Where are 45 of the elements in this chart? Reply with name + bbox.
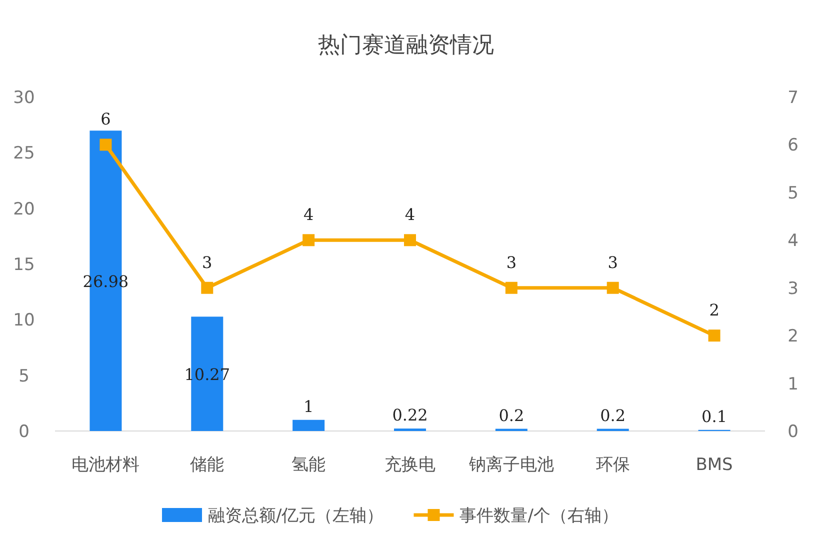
data-label: 3 <box>506 252 517 272</box>
legend-label: 事件数量/个（右轴） <box>460 506 618 526</box>
point <box>505 282 518 294</box>
data-label: 2 <box>709 300 720 320</box>
y2-tick-label: 2 <box>788 326 798 347</box>
point <box>100 138 112 151</box>
bar <box>292 420 325 431</box>
data-label: 4 <box>404 205 416 224</box>
y2-tick-label: 0 <box>788 422 798 442</box>
data-label: 3 <box>608 252 618 272</box>
y2-tick-label: 7 <box>788 88 798 108</box>
x-tick-label: 充换电 <box>384 455 436 475</box>
point <box>708 330 720 342</box>
data-label: 3 <box>202 252 212 272</box>
y-tick-label: 25 <box>13 144 35 164</box>
data-label: 0.22 <box>392 406 428 425</box>
point <box>302 234 315 246</box>
x-tick-label: 储能 <box>190 455 224 475</box>
point <box>404 234 416 246</box>
data-label: 1 <box>303 396 314 416</box>
chart-title: 热门赛道融资情况 <box>318 33 494 58</box>
data-label: 0.2 <box>498 406 524 425</box>
data-label: 0.1 <box>702 406 728 426</box>
y2-tick-label: 5 <box>788 183 798 204</box>
point <box>606 282 619 294</box>
y2-tick-label: 1 <box>788 374 798 394</box>
x-tick-label: 钠离子电池 <box>468 455 554 475</box>
data-label: 0.2 <box>600 406 626 425</box>
y-tick-label: 20 <box>13 199 35 220</box>
y2-tick-label: 6 <box>788 136 798 156</box>
y-tick-label: 0 <box>18 422 30 442</box>
y2-tick-label: 4 <box>788 231 798 252</box>
legend-label: 融资总额/亿元（左轴） <box>208 506 384 526</box>
y-tick-label: 5 <box>18 366 30 386</box>
y-tick-label: 30 <box>13 88 35 108</box>
y-tick-label: 15 <box>13 255 35 275</box>
x-tick-label: 氢能 <box>292 455 326 475</box>
data-label: 6 <box>100 110 111 129</box>
y2-tick-label: 3 <box>788 278 798 299</box>
x-tick-label: 电池材料 <box>72 455 140 475</box>
point <box>201 282 214 294</box>
data-label: 4 <box>303 205 314 224</box>
x-tick-label: 环保 <box>596 455 630 475</box>
x-tick-label: BMS <box>696 455 733 475</box>
y-tick-label: 10 <box>13 310 35 331</box>
